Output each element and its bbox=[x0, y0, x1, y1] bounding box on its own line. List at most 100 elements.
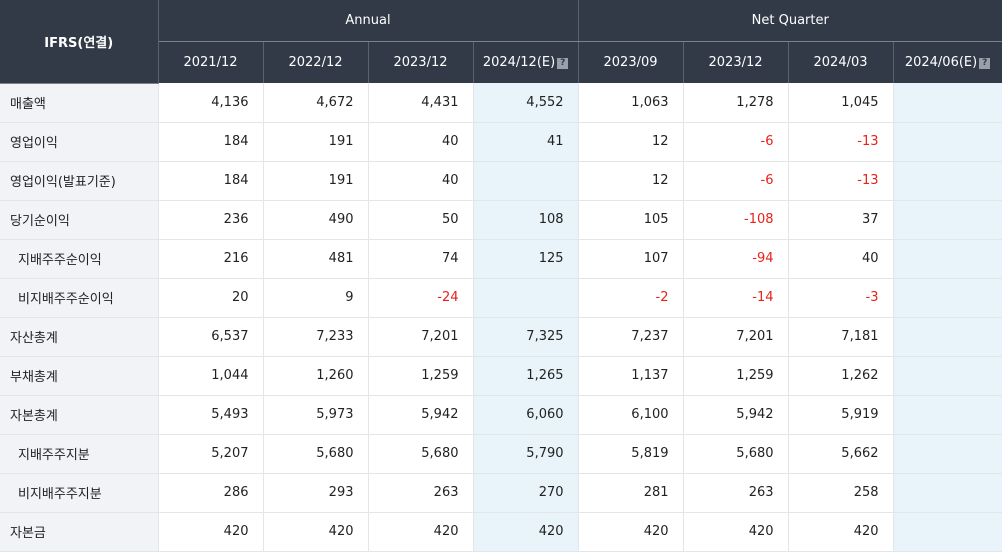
table-cell: 191 bbox=[263, 122, 369, 162]
table-cell bbox=[893, 317, 1002, 357]
table-cell: 184 bbox=[158, 161, 264, 201]
table-row: 자산총계 6,537 7,233 7,201 7,325 7,237 7,201 7,181 bbox=[0, 317, 1002, 357]
column-header-2024-12-e-: 2024/12(E)? bbox=[473, 41, 579, 83]
table-cell: 105 bbox=[578, 200, 684, 240]
table-cell: 420 bbox=[788, 512, 894, 552]
table-cell: 5,919 bbox=[788, 395, 894, 435]
row-label: 영업이익(발표기준) bbox=[0, 161, 159, 201]
table-cell: 216 bbox=[158, 239, 264, 279]
row-label: 지배주주순이익 bbox=[0, 239, 159, 279]
table-cell: 50 bbox=[368, 200, 474, 240]
table-cell: 1,259 bbox=[683, 356, 789, 396]
row-label: 비지배주주지분 bbox=[0, 473, 159, 513]
ifrs-header: IFRS(연결) bbox=[0, 0, 159, 84]
table-row: 자본총계 5,493 5,973 5,942 6,060 6,100 5,942 5,919 bbox=[0, 395, 1002, 435]
table-cell: 1,063 bbox=[578, 83, 684, 123]
table-cell bbox=[473, 161, 579, 201]
table-cell bbox=[893, 512, 1002, 552]
table-cell: 12 bbox=[578, 122, 684, 162]
table-cell bbox=[893, 356, 1002, 396]
table-cell bbox=[893, 239, 1002, 279]
table-cell: 4,672 bbox=[263, 83, 369, 123]
table-cell: 5,680 bbox=[368, 434, 474, 474]
table-cell: 5,790 bbox=[473, 434, 579, 474]
table-cell: -24 bbox=[368, 278, 474, 318]
table-row: 지배주주지분 5,207 5,680 5,680 5,790 5,819 5,680 5,66… bbox=[0, 434, 1002, 474]
table-cell: 5,819 bbox=[578, 434, 684, 474]
question-mark-icon[interactable]: ? bbox=[557, 58, 569, 69]
table-cell: 6,100 bbox=[578, 395, 684, 435]
column-header-2022-12: 2022/12 bbox=[263, 41, 369, 83]
table-cell: 1,278 bbox=[683, 83, 789, 123]
table-cell: 490 bbox=[263, 200, 369, 240]
row-label: 자본총계 bbox=[0, 395, 159, 435]
table-cell: 74 bbox=[368, 239, 474, 279]
table-cell: 293 bbox=[263, 473, 369, 513]
column-header-label: 2024/06(E) bbox=[904, 55, 978, 70]
table-cell: 420 bbox=[263, 512, 369, 552]
question-mark-icon[interactable]: ? bbox=[979, 58, 991, 69]
table-row: 지배주주순이익 216 481 74 125 107 -94 40 bbox=[0, 239, 1002, 279]
column-header-2023-12: 2023/12 bbox=[683, 41, 789, 83]
row-label: 부채총계 bbox=[0, 356, 159, 396]
table-cell: 5,662 bbox=[788, 434, 894, 474]
annual-group-header: Annual bbox=[158, 0, 579, 42]
column-header-label: 2022/12 bbox=[288, 55, 343, 70]
table-cell: 12 bbox=[578, 161, 684, 201]
table-cell: 5,942 bbox=[683, 395, 789, 435]
table-cell: 7,325 bbox=[473, 317, 579, 357]
table-cell bbox=[893, 200, 1002, 240]
column-header-label: 2024/12(E) bbox=[482, 55, 556, 70]
column-header-2024-06-e-: 2024/06(E)? bbox=[893, 41, 1002, 83]
table-cell: 9 bbox=[263, 278, 369, 318]
table-cell bbox=[893, 122, 1002, 162]
row-label: 자본금 bbox=[0, 512, 159, 552]
net-quarter-group-header: Net Quarter bbox=[578, 0, 1002, 42]
table-cell: 40 bbox=[788, 239, 894, 279]
table-cell: 420 bbox=[578, 512, 684, 552]
column-header-2023-09: 2023/09 bbox=[578, 41, 684, 83]
table-cell: 263 bbox=[368, 473, 474, 513]
table-cell bbox=[893, 473, 1002, 513]
table-cell bbox=[893, 161, 1002, 201]
table-cell: 184 bbox=[158, 122, 264, 162]
table-cell: 7,237 bbox=[578, 317, 684, 357]
table-cell: 7,201 bbox=[683, 317, 789, 357]
table-cell: 7,233 bbox=[263, 317, 369, 357]
table-cell: 37 bbox=[788, 200, 894, 240]
table-row: 당기순이익 236 490 50 108 105 -108 37 bbox=[0, 200, 1002, 240]
table-cell: 20 bbox=[158, 278, 264, 318]
table-cell: 420 bbox=[683, 512, 789, 552]
row-label: 비지배주주순이익 bbox=[0, 278, 159, 318]
table-row: 영업이익(발표기준) 184 191 40 12 -6 -13 bbox=[0, 161, 1002, 201]
table-cell: 41 bbox=[473, 122, 579, 162]
table-cell: -94 bbox=[683, 239, 789, 279]
table-cell: 6,060 bbox=[473, 395, 579, 435]
table-cell: 1,265 bbox=[473, 356, 579, 396]
table-row: 매출액 4,136 4,672 4,431 4,552 1,063 1,278 1,045 bbox=[0, 83, 1002, 123]
table-cell: -13 bbox=[788, 122, 894, 162]
row-label: 자산총계 bbox=[0, 317, 159, 357]
column-header-label: 2021/12 bbox=[183, 55, 238, 70]
table-row: 부채총계 1,044 1,260 1,259 1,265 1,137 1,259 1,262 bbox=[0, 356, 1002, 396]
table-cell: 107 bbox=[578, 239, 684, 279]
table-cell: -3 bbox=[788, 278, 894, 318]
column-header-2021-12: 2021/12 bbox=[158, 41, 264, 83]
row-label: 매출액 bbox=[0, 83, 159, 123]
table-cell bbox=[893, 83, 1002, 123]
table-row: 영업이익 184 191 40 41 12 -6 -13 bbox=[0, 122, 1002, 162]
table-cell: 5,207 bbox=[158, 434, 264, 474]
table-cell: 420 bbox=[368, 512, 474, 552]
table-cell: 420 bbox=[473, 512, 579, 552]
column-header-label: 2023/09 bbox=[603, 55, 658, 70]
table-cell: 481 bbox=[263, 239, 369, 279]
table-cell: 420 bbox=[158, 512, 264, 552]
table-cell: -13 bbox=[788, 161, 894, 201]
column-header-label: 2023/12 bbox=[708, 55, 763, 70]
column-header-label: 2024/03 bbox=[813, 55, 868, 70]
column-header-2023-12: 2023/12 bbox=[368, 41, 474, 83]
table-cell: 191 bbox=[263, 161, 369, 201]
table-cell: 4,552 bbox=[473, 83, 579, 123]
row-label: 영업이익 bbox=[0, 122, 159, 162]
